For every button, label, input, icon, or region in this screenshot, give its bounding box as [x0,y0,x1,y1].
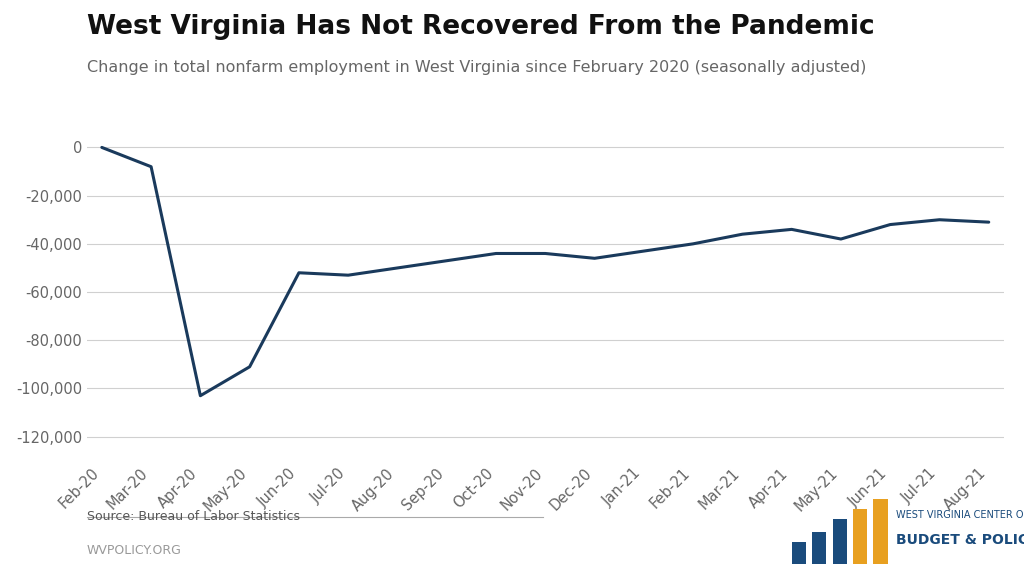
Bar [873,499,888,564]
Bar [833,519,847,564]
Bar [853,509,867,564]
Text: WVPOLICY.ORG: WVPOLICY.ORG [87,544,182,558]
Text: BUDGET & POLICY: BUDGET & POLICY [896,533,1024,547]
Text: Change in total nonfarm employment in West Virginia since February 2020 (seasona: Change in total nonfarm employment in We… [87,60,866,75]
Text: Source: Bureau of Labor Statistics: Source: Bureau of Labor Statistics [87,510,300,523]
Bar [812,532,826,564]
Text: WEST VIRGINIA CENTER ON: WEST VIRGINIA CENTER ON [896,510,1024,520]
Bar [792,541,806,564]
Text: West Virginia Has Not Recovered From the Pandemic: West Virginia Has Not Recovered From the… [87,14,874,40]
